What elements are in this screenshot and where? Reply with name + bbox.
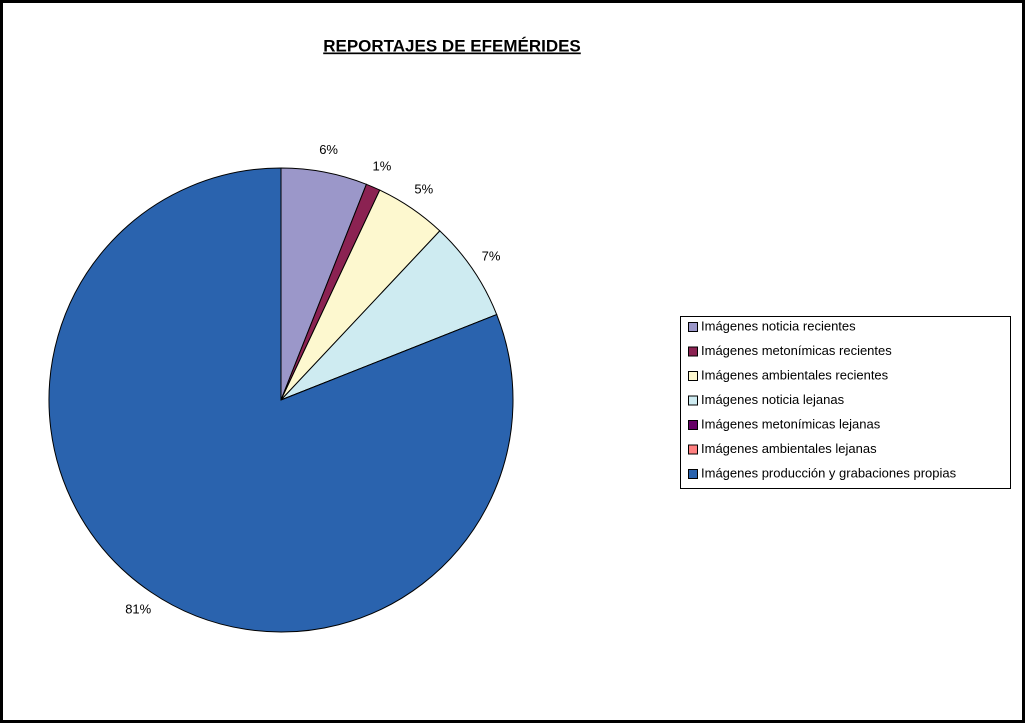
legend-swatch — [688, 420, 698, 430]
legend-swatch — [688, 444, 698, 455]
data-label: 6% — [319, 142, 338, 157]
legend-label: Imágenes metonímicas recientes — [701, 343, 892, 358]
legend-label: Imágenes ambientales lejanas — [701, 441, 877, 456]
data-label: 5% — [414, 181, 433, 196]
legend-label: Imágenes producción y grabaciones propia… — [701, 465, 957, 480]
legend-swatch — [688, 371, 698, 381]
data-label: 7% — [482, 249, 501, 264]
legend-label: Imágenes metonímicas lejanas — [701, 416, 881, 431]
chart-title: REPORTAJES DE EFEMÉRIDES — [323, 36, 581, 55]
pie-slice — [48, 167, 514, 633]
pie-slice — [280, 230, 498, 401]
legend-label: Imágenes ambientales recientes — [701, 367, 889, 382]
legend-swatch — [688, 469, 698, 479]
data-label: 81% — [125, 602, 151, 617]
legend-label: Imágenes noticia lejanas — [701, 392, 845, 407]
legend-label: Imágenes noticia recientes — [701, 318, 856, 333]
legend-box — [680, 316, 1011, 489]
legend-swatch — [688, 322, 698, 332]
legend-swatch — [688, 395, 698, 406]
legend-swatch — [688, 346, 698, 357]
data-label: 1% — [372, 158, 391, 173]
